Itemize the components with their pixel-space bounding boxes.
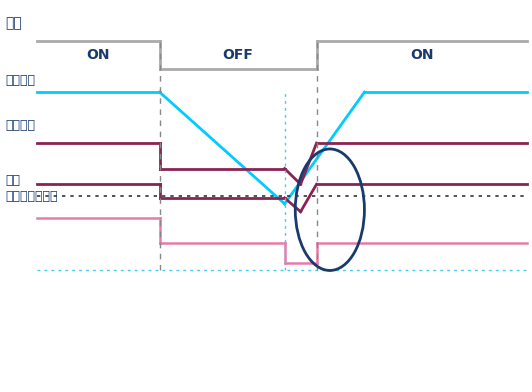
- Text: 变频器运行方向: 变频器运行方向: [5, 189, 58, 203]
- Text: 输出频率: 输出频率: [5, 119, 35, 132]
- Text: ON: ON: [410, 48, 434, 62]
- Text: OFF: OFF: [222, 48, 254, 62]
- Text: ON: ON: [87, 48, 110, 62]
- Text: 电机转速: 电机转速: [5, 74, 35, 87]
- Text: 零速: 零速: [5, 174, 20, 187]
- Text: 电源: 电源: [5, 16, 22, 31]
